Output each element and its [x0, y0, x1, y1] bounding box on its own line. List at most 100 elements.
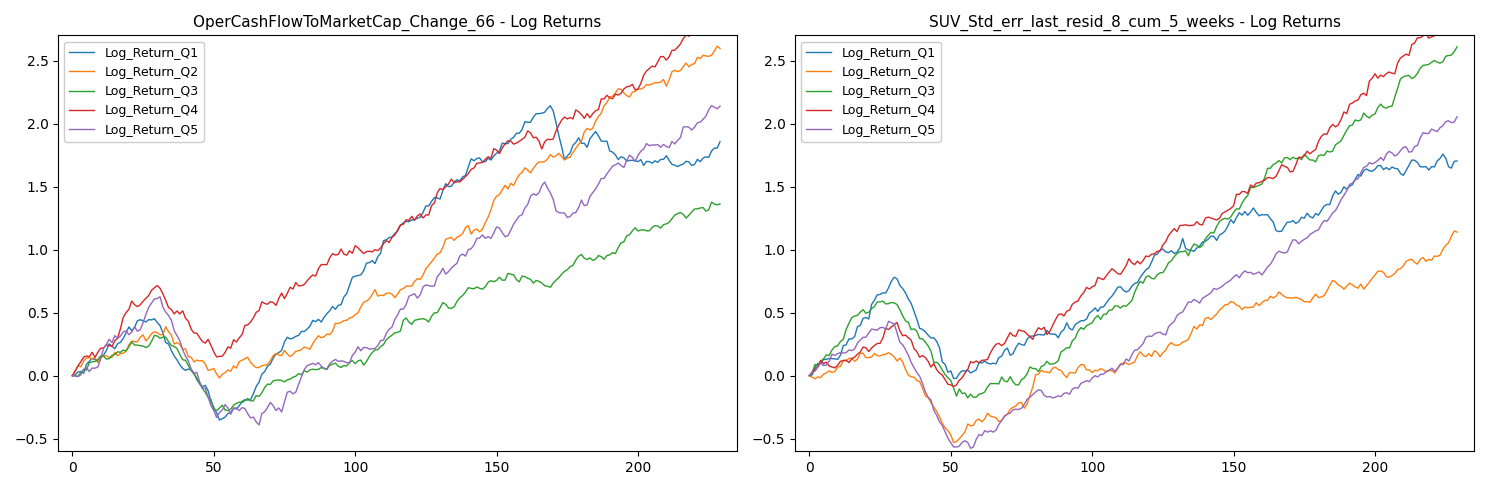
Log_Return_Q5: [801, 373, 819, 379]
Log_Return_Q5: [1330, 202, 1348, 208]
Log_Return_Q1: [64, 373, 82, 379]
Log_Return_Q5: [1024, 392, 1042, 397]
Log_Return_Q5: [703, 103, 721, 109]
Log_Return_Q5: [593, 175, 610, 181]
Log_Return_Q4: [801, 373, 819, 379]
Line: Log_Return_Q4: Log_Return_Q4: [810, 16, 1458, 387]
Log_Return_Q1: [919, 332, 937, 338]
Log_Return_Q2: [709, 43, 727, 49]
Log_Return_Q3: [287, 373, 305, 379]
Log_Return_Q3: [801, 373, 819, 379]
Log_Return_Q1: [581, 136, 599, 142]
Log_Return_Q2: [287, 348, 305, 354]
Log_Return_Q2: [801, 373, 819, 379]
Line: Log_Return_Q3: Log_Return_Q3: [73, 202, 721, 411]
Log_Return_Q1: [287, 333, 305, 339]
Log_Return_Q2: [919, 395, 937, 401]
Log_Return_Q3: [64, 373, 82, 379]
Line: Log_Return_Q2: Log_Return_Q2: [810, 231, 1458, 442]
Log_Return_Q4: [64, 373, 82, 379]
Log_Return_Q5: [250, 422, 268, 428]
Log_Return_Q1: [182, 367, 200, 373]
Log_Return_Q3: [1403, 75, 1421, 81]
Log_Return_Q3: [959, 395, 977, 401]
Line: Log_Return_Q4: Log_Return_Q4: [73, 13, 721, 376]
Log_Return_Q1: [542, 103, 560, 109]
Log_Return_Q5: [712, 103, 730, 109]
Log_Return_Q4: [1315, 131, 1333, 137]
Log_Return_Q3: [1024, 366, 1042, 371]
Line: Log_Return_Q2: Log_Return_Q2: [73, 46, 721, 378]
Log_Return_Q1: [1315, 203, 1333, 209]
Log_Return_Q5: [1446, 119, 1464, 125]
Log_Return_Q2: [1315, 293, 1333, 298]
Log_Return_Q5: [64, 373, 82, 379]
Log_Return_Q3: [666, 212, 683, 218]
Log_Return_Q3: [1315, 152, 1333, 158]
Log_Return_Q2: [1295, 299, 1313, 305]
Log_Return_Q4: [182, 326, 200, 332]
Log_Return_Q1: [596, 139, 613, 145]
Log_Return_Q5: [558, 215, 576, 220]
Log_Return_Q4: [712, 11, 730, 17]
Log_Return_Q2: [64, 373, 82, 379]
Log_Return_Q3: [1330, 140, 1348, 146]
Log_Return_Q4: [709, 10, 727, 16]
Log_Return_Q1: [801, 373, 819, 379]
Log_Return_Q5: [1315, 218, 1333, 223]
Log_Return_Q2: [210, 375, 228, 381]
Log_Return_Q5: [962, 445, 980, 451]
Log_Return_Q2: [182, 354, 200, 360]
Line: Log_Return_Q1: Log_Return_Q1: [810, 154, 1458, 378]
Log_Return_Q4: [1446, 13, 1464, 19]
Log_Return_Q5: [578, 202, 596, 208]
Log_Return_Q1: [712, 139, 730, 145]
Log_Return_Q4: [706, 16, 724, 22]
Log_Return_Q4: [284, 286, 302, 292]
Log_Return_Q3: [578, 257, 596, 263]
Log_Return_Q5: [287, 389, 305, 395]
Log_Return_Q2: [1024, 384, 1042, 390]
Log_Return_Q2: [558, 155, 576, 161]
Log_Return_Q4: [1024, 337, 1042, 343]
Log_Return_Q4: [919, 358, 937, 364]
Log_Return_Q2: [593, 110, 610, 116]
Line: Log_Return_Q1: Log_Return_Q1: [73, 106, 721, 420]
Log_Return_Q3: [182, 368, 200, 373]
Log_Return_Q4: [1403, 42, 1421, 48]
Log_Return_Q4: [575, 116, 593, 122]
Log_Return_Q1: [1024, 333, 1042, 339]
Log_Return_Q1: [947, 375, 965, 381]
Log_Return_Q2: [1330, 282, 1348, 288]
Log_Return_Q3: [712, 201, 730, 207]
Log_Return_Q3: [1446, 49, 1464, 54]
Log_Return_Q4: [1449, 15, 1467, 21]
Legend: Log_Return_Q1, Log_Return_Q2, Log_Return_Q3, Log_Return_Q4, Log_Return_Q5: Log_Return_Q1, Log_Return_Q2, Log_Return…: [64, 42, 204, 142]
Log_Return_Q1: [1403, 157, 1421, 163]
Log_Return_Q3: [593, 254, 610, 260]
Log_Return_Q1: [1449, 158, 1467, 164]
Log_Return_Q2: [666, 68, 683, 74]
Log_Return_Q2: [578, 125, 596, 131]
Log_Return_Q1: [210, 417, 228, 423]
Log_Return_Q5: [182, 366, 200, 372]
Log_Return_Q2: [1446, 228, 1464, 234]
Log_Return_Q3: [919, 343, 937, 349]
Log_Return_Q4: [944, 384, 962, 390]
Line: Log_Return_Q3: Log_Return_Q3: [810, 47, 1458, 398]
Log_Return_Q5: [666, 141, 683, 147]
Log_Return_Q3: [703, 199, 721, 205]
Log_Return_Q3: [1449, 44, 1467, 50]
Log_Return_Q5: [919, 394, 937, 400]
Log_Return_Q2: [1449, 229, 1467, 235]
Title: OperCashFlowToMarketCap_Change_66 - Log Returns: OperCashFlowToMarketCap_Change_66 - Log …: [194, 15, 602, 31]
Log_Return_Q2: [1403, 256, 1421, 262]
Log_Return_Q4: [663, 48, 680, 53]
Line: Log_Return_Q5: Log_Return_Q5: [810, 117, 1458, 448]
Log_Return_Q3: [558, 267, 576, 273]
Log_Return_Q2: [944, 440, 962, 445]
Log_Return_Q4: [1330, 122, 1348, 128]
Log_Return_Q1: [561, 150, 579, 156]
Log_Return_Q4: [1295, 153, 1313, 159]
Log_Return_Q5: [1449, 114, 1467, 120]
